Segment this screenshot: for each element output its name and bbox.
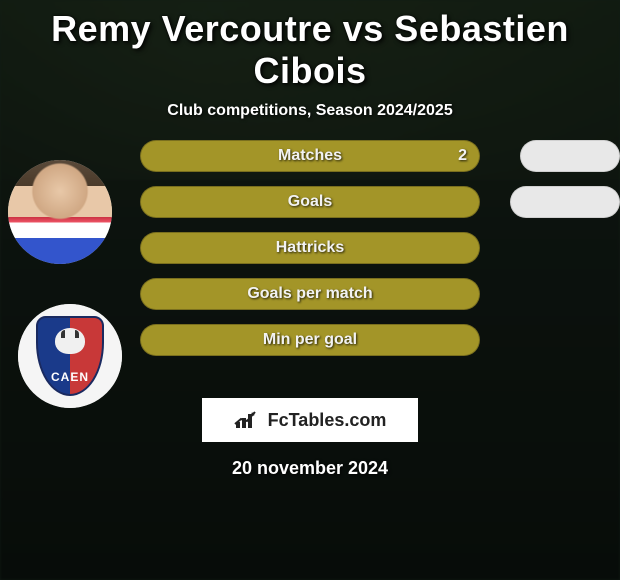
stat-row: Goals xyxy=(140,186,610,218)
player1-avatar xyxy=(8,160,112,264)
subtitle: Club competitions, Season 2024/2025 xyxy=(167,102,452,120)
stat-bar-left: Min per goal xyxy=(140,324,480,356)
stat-row: Hattricks xyxy=(140,232,610,264)
date-text: 20 november 2024 xyxy=(232,458,388,479)
stat-bar-right xyxy=(520,140,620,172)
stat-row: Min per goal xyxy=(140,324,610,356)
page-title: Remy Vercoutre vs Sebastien Cibois xyxy=(0,8,620,92)
logo-box[interactable]: FcTables.com xyxy=(202,398,418,442)
stat-label: Hattricks xyxy=(276,239,344,257)
player1-photo xyxy=(8,160,112,264)
stat-label: Matches xyxy=(278,147,342,165)
stat-bar-left: Matches 2 xyxy=(140,140,480,172)
stat-row: Goals per match xyxy=(140,278,610,310)
stat-row: Matches 2 xyxy=(140,140,610,172)
logo-text: FcTables.com xyxy=(268,410,387,431)
content-container: Remy Vercoutre vs Sebastien Cibois Club … xyxy=(0,0,620,580)
chart-icon xyxy=(234,410,262,430)
player2-crest-label: CAEN xyxy=(38,370,102,384)
stat-bar-right xyxy=(510,186,620,218)
stat-rows: Matches 2 Goals Hattricks Goals per match Min… xyxy=(140,140,610,370)
stat-label: Min per goal xyxy=(263,331,357,349)
stat-bar-left: Hattricks xyxy=(140,232,480,264)
stat-bar-left: Goals per match xyxy=(140,278,480,310)
stat-bar-left: Goals xyxy=(140,186,480,218)
player2-avatar: CAEN xyxy=(18,304,122,408)
stat-label: Goals per match xyxy=(247,285,372,303)
main-area: CAEN Matches 2 Goals Hattricks Goals per mat… xyxy=(0,140,620,580)
stat-label: Goals xyxy=(288,193,332,211)
stat-value: 2 xyxy=(458,147,467,165)
